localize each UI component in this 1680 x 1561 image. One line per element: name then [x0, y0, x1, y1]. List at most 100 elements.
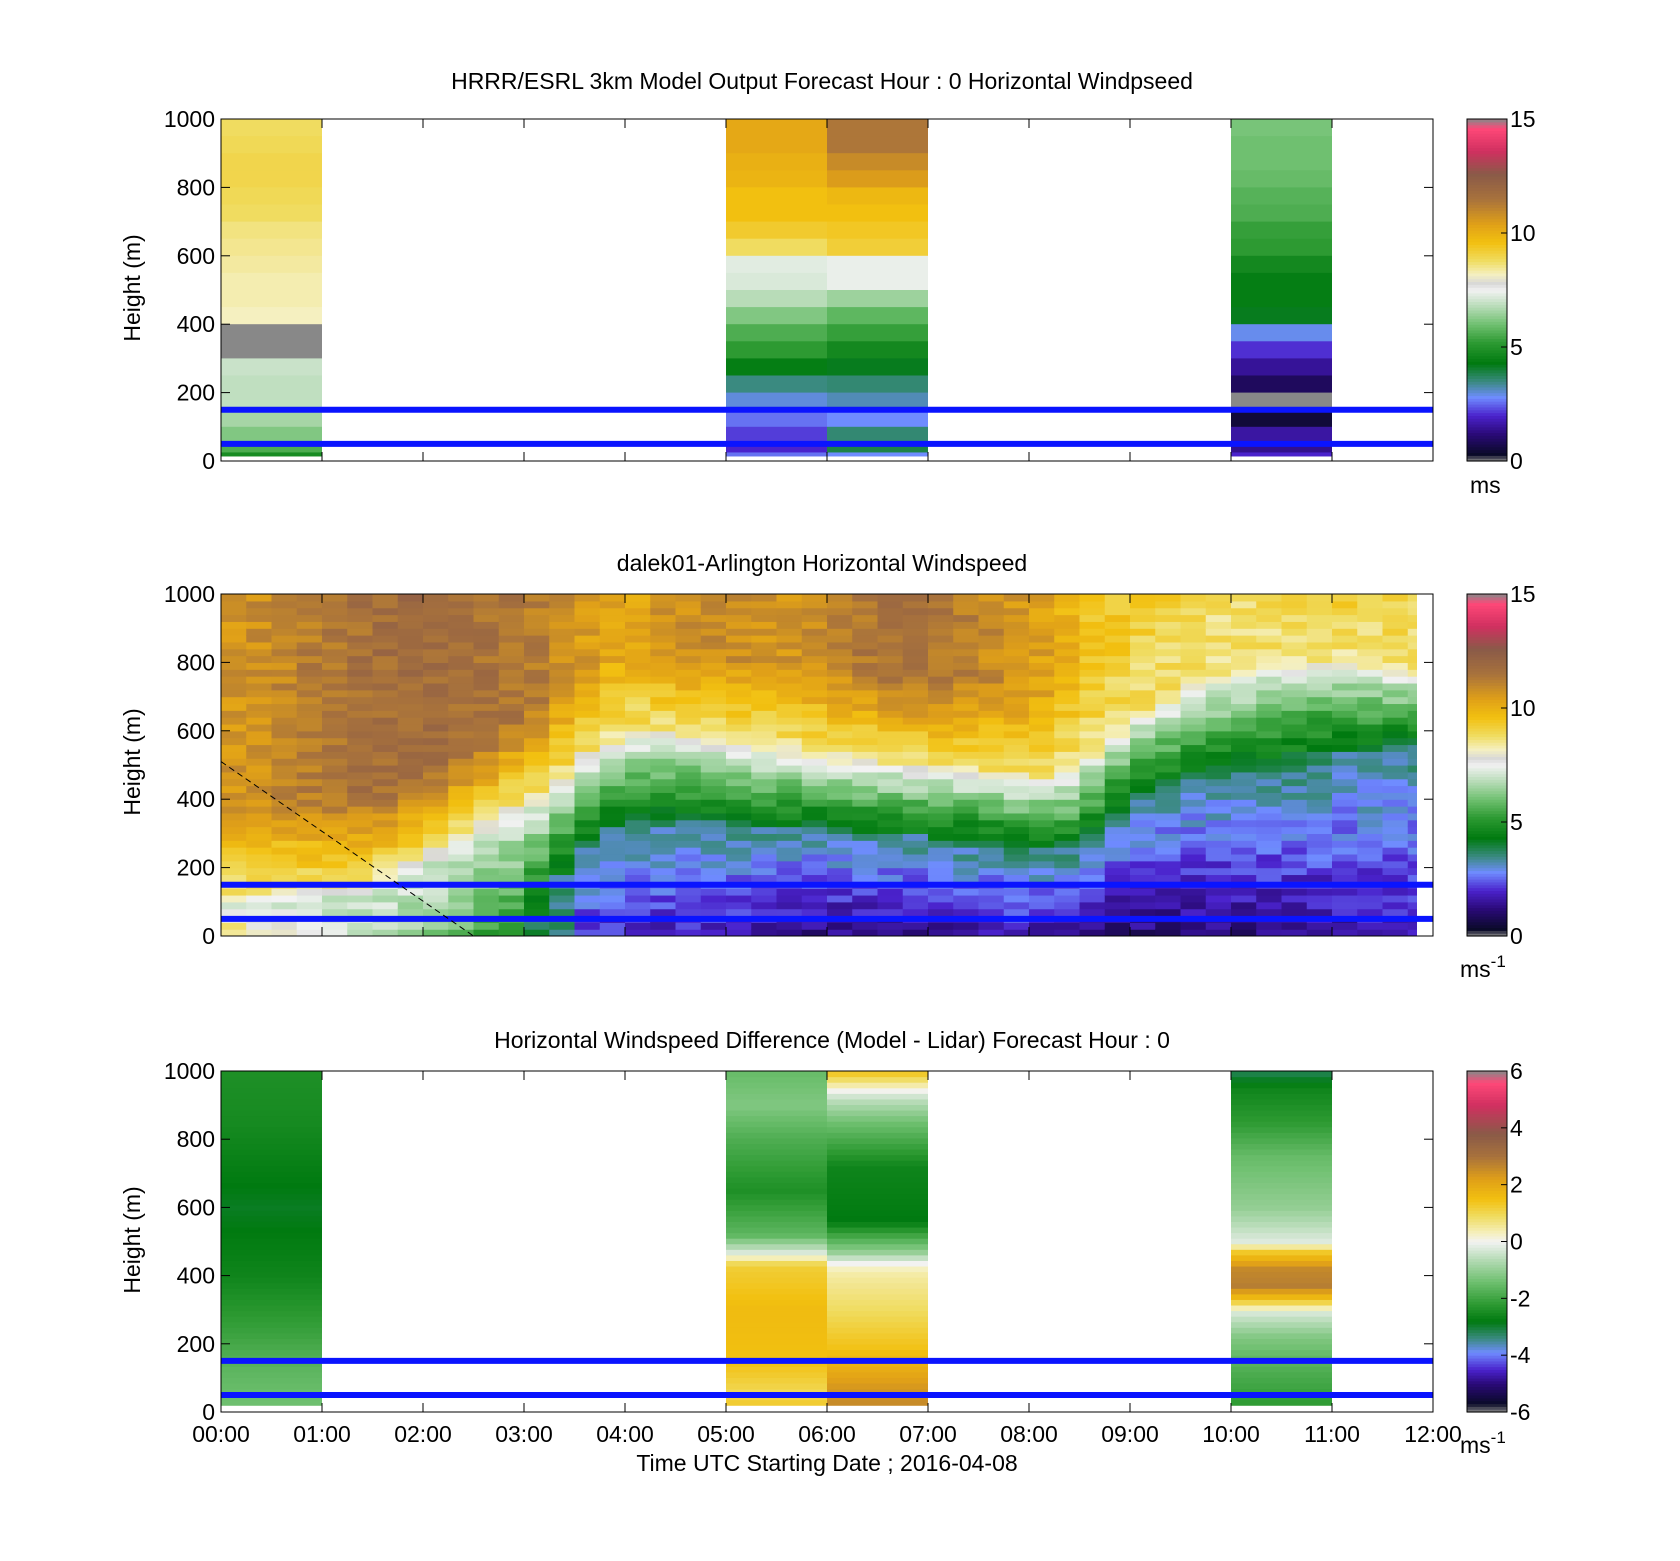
lidar-cell: [1180, 908, 1207, 917]
lidar-cell: [498, 703, 525, 711]
lidar-cell: [1231, 833, 1257, 841]
lidar-cell: [1130, 594, 1156, 602]
lidar-cell: [700, 894, 727, 903]
lidar-cell: [700, 635, 727, 643]
lidar-cell: [726, 867, 752, 876]
lidar-cell: [625, 648, 651, 657]
lidar-cell: [1205, 765, 1232, 773]
colorbar-segment: [1467, 753, 1507, 758]
lidar-cell: [1180, 799, 1207, 807]
lidar-cell: [1104, 751, 1131, 759]
lidar-cell: [1054, 621, 1081, 629]
lidar-cell: [574, 833, 601, 841]
model-cell: [221, 238, 322, 257]
lidar-cell: [448, 840, 475, 848]
colorbar-segment: [1467, 1267, 1507, 1271]
lidar-cell: [1029, 860, 1055, 869]
lidar-cell: [1104, 594, 1131, 602]
difference-cell: [1231, 1098, 1332, 1106]
lidar-cell: [625, 689, 651, 698]
difference-cell: [1231, 1160, 1332, 1167]
lidar-cell: [524, 648, 550, 657]
lidar-cell: [1306, 710, 1333, 718]
colorbar-segment: [1467, 173, 1507, 177]
lidar-cell: [1231, 744, 1257, 752]
colorbar-segment: [1467, 349, 1507, 354]
colorbar-segment: [1467, 1264, 1507, 1268]
lidar-cell: [1180, 696, 1207, 705]
lidar-cell: [801, 785, 828, 793]
lidar-cell: [953, 744, 980, 752]
lidar-cell: [423, 710, 449, 718]
lidar-cell: [473, 751, 500, 759]
lidar-cell: [1130, 929, 1156, 936]
lidar-cell: [650, 867, 677, 876]
lidar-cell: [448, 908, 475, 917]
difference-cell: [1231, 1338, 1332, 1345]
lidar-cell: [1180, 628, 1207, 636]
lidar-cell: [498, 901, 525, 910]
lidar-cell: [1231, 894, 1257, 903]
lidar-cell: [1256, 676, 1283, 684]
colorbar-segment: [1467, 864, 1507, 869]
colorbar-segment: [1467, 406, 1507, 411]
difference-cell: [221, 1238, 322, 1245]
lidar-cell: [675, 717, 702, 725]
lidar-cell: [448, 744, 475, 752]
lidar-cell: [322, 908, 348, 917]
lidar-cell: [296, 792, 323, 800]
colorbar-tick-label: 5: [1510, 809, 1523, 835]
lidar-cell: [1003, 874, 1030, 882]
lidar-cell: [1231, 751, 1257, 759]
difference-cell: [827, 1321, 928, 1328]
lidar-cell: [726, 662, 752, 670]
colorbar-segment: [1467, 1207, 1507, 1211]
lidar-cell: [978, 853, 1005, 862]
lidar-cell: [650, 888, 677, 896]
lidar-cell: [221, 826, 247, 834]
colorbar-segment: [1467, 1352, 1507, 1356]
lidar-cell: [246, 723, 273, 732]
lidar-cell: [852, 689, 879, 698]
lidar-cell: [322, 894, 348, 903]
lidar-cell: [271, 765, 298, 773]
lidar-cell: [549, 751, 576, 759]
lidar-cell: [1407, 600, 1417, 609]
lidar-cell: [1155, 929, 1182, 936]
lidar-cell: [902, 751, 929, 759]
lidar-cell: [1407, 867, 1417, 876]
colorbar-segment: [1467, 1099, 1507, 1103]
lidar-cell: [372, 888, 399, 896]
lidar-cell: [1281, 874, 1308, 882]
lidar-cell: [1104, 853, 1131, 862]
lidar-cell: [1382, 778, 1409, 787]
lidar-cell: [801, 682, 828, 691]
lidar-cell: [726, 812, 752, 821]
lidar-cell: [827, 867, 853, 876]
lidar-cell: [1382, 621, 1409, 629]
lidar-cell: [852, 723, 879, 732]
lidar-cell: [574, 628, 601, 636]
lidar-cell: [1079, 929, 1106, 936]
lidar-cell: [1205, 628, 1232, 636]
lidar-cell: [902, 621, 929, 629]
colorbar-segment: [1467, 224, 1507, 228]
lidar-cell: [1079, 628, 1106, 636]
model-cell: [726, 170, 827, 188]
lidar-cell: [650, 874, 677, 882]
lidar-cell: [1130, 628, 1156, 636]
lidar-cell: [599, 676, 626, 684]
lidar-cell: [650, 812, 677, 821]
colorbar-segment: [1467, 1409, 1507, 1413]
lidar-cell: [1357, 888, 1384, 896]
lidar-cell: [1332, 867, 1358, 876]
lidar-cell: [498, 737, 525, 746]
lidar-cell: [498, 669, 525, 677]
lidar-cell: [776, 874, 803, 882]
lidar-cell: [877, 853, 904, 862]
lidar-cell: [473, 771, 500, 780]
lidar-cell: [599, 607, 626, 616]
colorbar-segment: [1467, 688, 1507, 692]
model-cell: [221, 255, 322, 274]
model-cell: [726, 452, 827, 457]
